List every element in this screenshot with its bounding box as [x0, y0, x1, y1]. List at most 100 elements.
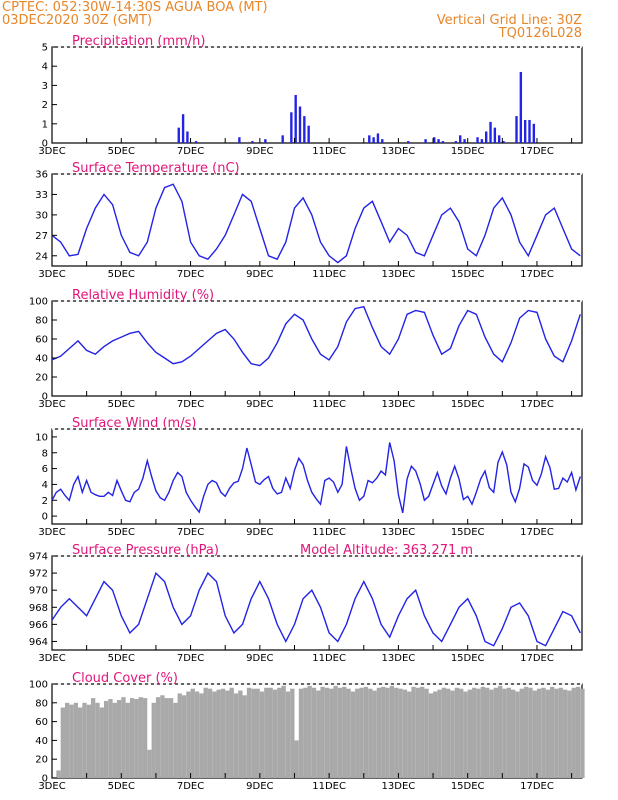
cloud-bar [532, 690, 537, 778]
cloud-bar [177, 693, 182, 778]
cloud-bar [402, 689, 408, 778]
cloud-bar [502, 688, 507, 778]
cloud-bar [290, 688, 295, 778]
x-tick-label: 5DEC [108, 527, 135, 538]
cloud-bar [216, 689, 221, 778]
y-tick-label: 80 [35, 698, 48, 709]
cloud-bar [90, 698, 96, 778]
precip-bar [489, 121, 492, 143]
cloud-bar [255, 688, 260, 778]
header-grid-note: Vertical Grid Line: 30Z [437, 13, 582, 28]
x-tick-label: 3DEC [38, 527, 65, 538]
x-tick-label: 17DEC [520, 781, 554, 792]
cloud-bar [285, 691, 291, 778]
precip-bar [523, 119, 527, 143]
y-tick-label: 24 [35, 251, 48, 262]
x-tick-label: 9DEC [246, 653, 273, 664]
precip-bar [528, 119, 531, 143]
cloud-bar [454, 687, 460, 778]
cloud-bar [203, 687, 208, 778]
cloud-bar [489, 689, 494, 778]
y-tick-label: 0 [42, 774, 48, 785]
cloud-bar [229, 687, 234, 778]
cloud-bar [277, 687, 282, 778]
series-line [51, 442, 581, 514]
cloud-bar [73, 702, 78, 778]
cloud-bar [233, 693, 239, 778]
cloud-bar [385, 687, 390, 778]
x-tick-label: 7DEC [177, 146, 204, 157]
x-tick-label: 17DEC [520, 269, 554, 280]
x-tick-label: 7DEC [177, 653, 204, 664]
cloud-bar [549, 686, 555, 778]
panel-annotation: Model Altitude: 363.271 m [300, 543, 473, 558]
panel-2: 0 20 40 60 80 100 3DEC 5DEC 7DEC 9DEC 11DEC 13DEC 15… [29, 288, 583, 410]
x-tick-label: 17DEC [520, 653, 554, 664]
precip-bar [485, 131, 488, 143]
x-tick-label: 11DEC [312, 781, 346, 792]
cloud-bar [342, 686, 347, 778]
precip-bar [376, 133, 380, 143]
y-tick-label: 4 [42, 480, 48, 491]
y-tick-label: 0 [42, 139, 48, 150]
cloud-bar [311, 687, 317, 778]
y-tick-label: 27 [35, 231, 48, 242]
cloud-bar [199, 693, 204, 778]
cloud-bar [303, 687, 308, 778]
x-tick-label: 3DEC [38, 653, 65, 664]
x-tick-label: 7DEC [177, 269, 204, 280]
cloud-bar [424, 688, 429, 778]
cloud-bar [493, 687, 498, 778]
cloud-bar [194, 691, 200, 778]
cloud-bar [212, 691, 217, 778]
cloud-bar [476, 688, 481, 778]
precip-bar [372, 137, 375, 143]
x-tick-label: 3DEC [38, 269, 65, 280]
cloud-bar [515, 691, 520, 778]
cloud-bar [437, 689, 442, 778]
precip-bar [515, 116, 518, 143]
x-tick-label: 17DEC [520, 527, 554, 538]
cloud-bar [298, 688, 304, 778]
cloud-bar [281, 685, 286, 778]
y-tick-label: 40 [35, 736, 48, 747]
cloud-bar [134, 699, 139, 778]
precip-bar [502, 141, 505, 143]
series-line [51, 571, 581, 647]
x-tick-label: 13DEC [382, 653, 416, 664]
cloud-bar [294, 740, 299, 778]
precip-bar [437, 139, 440, 143]
cloud-bar [168, 698, 174, 778]
header-location: CPTEC: 052:30W-14:30S AGUA BOA (MT) [2, 0, 268, 15]
cloud-bar [580, 688, 585, 778]
cloud-bar [225, 690, 230, 778]
cloud-bar [190, 688, 195, 778]
cloud-bar [220, 688, 226, 778]
cloud-bar [268, 687, 273, 778]
cloud-bar [545, 689, 550, 778]
cloud-bar [60, 707, 65, 778]
x-tick-label: 13DEC [382, 781, 416, 792]
cloud-bar [536, 688, 542, 778]
x-tick-label: 5DEC [108, 399, 135, 410]
y-tick-label: 80 [35, 316, 48, 327]
cloud-bar [251, 688, 256, 778]
cloud-bar [372, 690, 377, 778]
precip-bar [476, 137, 479, 143]
x-tick-label: 15DEC [451, 399, 485, 410]
y-tick-label: 33 [35, 190, 48, 201]
cloud-bar [86, 704, 91, 778]
panel-title: Cloud Cover (%) [72, 671, 178, 686]
x-tick-label: 9DEC [246, 269, 273, 280]
x-tick-label: 3DEC [38, 146, 65, 157]
y-tick-label: 40 [35, 354, 48, 365]
precip-bar [294, 95, 297, 143]
cloud-bar [69, 704, 74, 778]
precip-bar [463, 139, 466, 143]
cloud-bar [264, 687, 269, 778]
cloud-bar [567, 690, 572, 778]
cloud-bar [56, 770, 61, 778]
cloud-bar [238, 690, 243, 778]
y-tick-label: 60 [35, 335, 48, 346]
y-tick-label: 30 [35, 210, 48, 221]
